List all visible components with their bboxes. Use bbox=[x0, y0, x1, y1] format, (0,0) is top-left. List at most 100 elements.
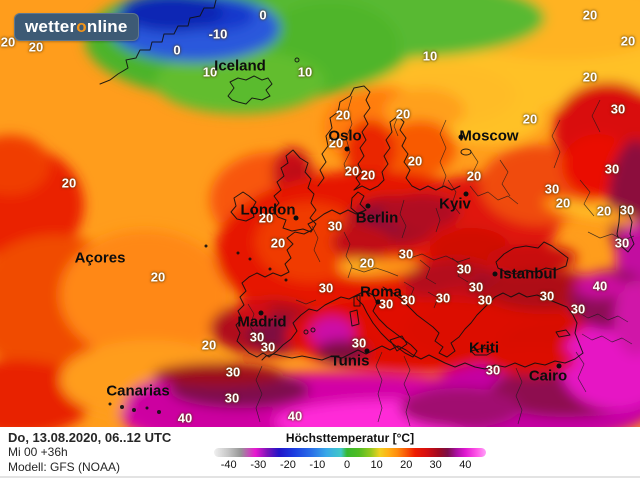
contour-label: 30 bbox=[456, 261, 472, 277]
logo-text-wetter: wetter bbox=[25, 17, 77, 36]
contour-label: 30 bbox=[378, 296, 394, 312]
coast-atlantic-continent bbox=[235, 209, 367, 358]
contour-label: 20 bbox=[270, 235, 286, 251]
coast-baltic bbox=[353, 115, 461, 191]
city-dot bbox=[365, 203, 371, 209]
city-label: Açores bbox=[74, 249, 126, 267]
contour-label: 30 bbox=[544, 181, 560, 197]
legend-tick: 30 bbox=[429, 459, 442, 471]
contour-label: 30 bbox=[327, 218, 343, 234]
island-corsica bbox=[353, 294, 361, 307]
legend-tick: -30 bbox=[250, 459, 267, 471]
contour-label: -10 bbox=[208, 26, 228, 42]
city-dot bbox=[458, 134, 464, 140]
contour-label: 30 bbox=[539, 288, 555, 304]
city-label: Istanbul bbox=[499, 265, 557, 283]
contour-label: 30 bbox=[485, 362, 501, 378]
city-label: Roma bbox=[360, 283, 402, 301]
contour-label: 30 bbox=[400, 292, 416, 308]
contour-label: 0 bbox=[173, 42, 181, 58]
footer-bar: Do, 13.08.2020, 06..12 UTC Mi 00 +36h Mo… bbox=[0, 427, 640, 478]
island-faroe bbox=[294, 57, 300, 63]
coast-balkans-greece bbox=[382, 286, 496, 358]
legend-title: Höchsttemperatur [°C] bbox=[285, 431, 415, 445]
contour-label: 20 bbox=[0, 34, 16, 50]
legend-tick: 10 bbox=[370, 459, 383, 471]
temperature-field bbox=[0, 0, 640, 427]
coast-iceland bbox=[227, 75, 273, 105]
forecast-datetime: Do, 13.08.2020, 06..12 UTC bbox=[8, 430, 172, 445]
city-label: Berlin bbox=[355, 209, 399, 227]
contour-label: 40 bbox=[177, 410, 193, 426]
contour-label: 40 bbox=[592, 278, 608, 294]
logo-text-o: o bbox=[76, 17, 87, 36]
coastlines bbox=[99, 0, 635, 414]
contour-label: 20 bbox=[61, 175, 77, 191]
contour-label: 20 bbox=[201, 337, 217, 353]
country-borders bbox=[247, 95, 635, 427]
contour-label: 10 bbox=[202, 64, 218, 80]
contour-label: 20 bbox=[28, 39, 44, 55]
contour-label: 30 bbox=[619, 202, 635, 218]
contour-label: 20 bbox=[359, 255, 375, 271]
map-area: 20 20 0 -10 0 10 10 10 20 20 20 30 20 20 20 20 20 20 20 20 2… bbox=[0, 0, 640, 427]
legend-tick: 0 bbox=[343, 459, 351, 471]
legend-tick: -20 bbox=[280, 459, 296, 471]
contour-label: 20 bbox=[555, 195, 571, 211]
contour-label: 30 bbox=[224, 390, 240, 406]
forecast-meta: Do, 13.08.2020, 06..12 UTC Mi 00 +36h Mo… bbox=[8, 430, 171, 475]
coast-black-sea bbox=[495, 241, 569, 275]
temperature-field-svg bbox=[0, 0, 640, 427]
city-dot bbox=[463, 191, 469, 197]
city-dot bbox=[556, 363, 562, 369]
contour-label: 20 bbox=[150, 269, 166, 285]
contour-label: 30 bbox=[610, 101, 626, 117]
coast-scandinavia-west bbox=[317, 85, 371, 191]
contour-label: 20 bbox=[582, 7, 598, 23]
legend-tick: 20 bbox=[400, 459, 413, 471]
legend-ticks: -40 -30 -20 -10 0 10 20 30 40 bbox=[214, 459, 486, 473]
city-dot bbox=[492, 271, 498, 277]
city-label: Oslo bbox=[328, 127, 362, 145]
contour-label: 30 bbox=[351, 335, 367, 351]
contour-label: 30 bbox=[477, 292, 493, 308]
coast-greenland bbox=[99, 0, 217, 85]
coast-caspian bbox=[616, 205, 635, 253]
contour-label: 20 bbox=[620, 33, 636, 49]
city-label: Canarias bbox=[106, 382, 170, 400]
contour-label: 20 bbox=[466, 168, 482, 184]
city-label: London bbox=[240, 201, 296, 219]
contour-label: 40 bbox=[287, 408, 303, 424]
logo-text-nline: nline bbox=[86, 17, 128, 36]
wetteronline-logo[interactable]: wetter o nline bbox=[14, 13, 139, 41]
legend-colorbar bbox=[214, 448, 486, 457]
contour-label: 20 bbox=[395, 106, 411, 122]
contour-label: 0 bbox=[259, 7, 267, 23]
legend-tick: -10 bbox=[309, 459, 326, 471]
coast-turkey bbox=[494, 292, 584, 354]
contour-label: 20 bbox=[335, 107, 351, 123]
contour-label: 30 bbox=[435, 290, 451, 306]
contour-label: 30 bbox=[318, 280, 334, 296]
island-sicily bbox=[389, 335, 408, 352]
contour-label: 30 bbox=[570, 301, 586, 317]
legend-tick: 40 bbox=[459, 459, 472, 471]
contour-label: 20 bbox=[328, 135, 344, 151]
model-info: Modell: GFS (NOAA) bbox=[8, 460, 121, 474]
contour-label: 30 bbox=[225, 364, 241, 380]
city-label: Tunis bbox=[330, 352, 370, 370]
coast-ireland bbox=[230, 191, 257, 222]
city-label: Madrid bbox=[237, 313, 287, 331]
island-balearic-1 bbox=[303, 329, 309, 335]
contour-label: 10 bbox=[297, 64, 313, 80]
contour-label: 20 bbox=[407, 153, 423, 169]
contour-label: 30 bbox=[604, 161, 620, 177]
island-cyprus bbox=[555, 329, 571, 338]
forecast-run: Mi 00 +36h bbox=[8, 445, 68, 459]
contour-label: 20 bbox=[360, 167, 376, 183]
contour-label: 30 bbox=[249, 329, 265, 345]
city-dot bbox=[375, 299, 381, 305]
contour-label: 30 bbox=[614, 235, 630, 251]
city-dot bbox=[364, 348, 370, 354]
